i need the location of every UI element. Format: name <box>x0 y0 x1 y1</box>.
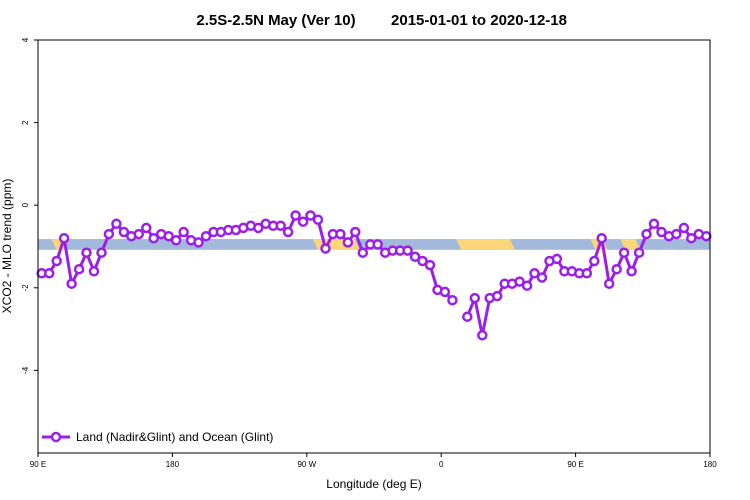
data-point <box>170 235 182 246</box>
x-tick-label: 180 <box>703 460 717 469</box>
band-land-segment-2 <box>456 239 515 250</box>
series-point-layer <box>36 210 712 341</box>
data-point <box>439 286 451 298</box>
y-tick-label: 0 <box>21 202 30 207</box>
data-point <box>529 268 540 279</box>
data-point <box>96 247 107 258</box>
x-tick-label: 90 E <box>30 460 46 469</box>
x-axis-ticks: 90 E 180 90 W 0 90 E 180 <box>30 453 717 469</box>
y-tick-label: -4 <box>21 366 30 374</box>
data-point <box>469 292 481 304</box>
data-point <box>51 255 62 267</box>
data-point <box>253 222 264 234</box>
x-tick-label: 180 <box>166 460 180 469</box>
data-point <box>618 247 630 258</box>
data-point <box>320 243 331 254</box>
data-point <box>603 278 615 289</box>
data-point <box>312 214 324 225</box>
y-axis-label: XCO2 - MLO trend (ppm) <box>0 179 14 314</box>
data-point <box>611 263 622 275</box>
data-point <box>282 226 294 238</box>
data-point <box>686 232 697 244</box>
y-axis-ticks: 4 2 0 -2 -4 <box>21 37 38 374</box>
data-point <box>275 220 286 232</box>
x-axis-label: Longitude (deg E) <box>326 477 421 491</box>
data-point <box>43 268 55 279</box>
chart-title-right: 2015-01-01 to 2020-12-18 <box>391 12 567 29</box>
data-point <box>641 228 652 240</box>
data-point <box>447 294 458 306</box>
data-point <box>648 218 660 230</box>
data-point <box>88 266 100 277</box>
data-point <box>514 276 525 287</box>
data-point <box>335 228 346 240</box>
band-land-segment-4 <box>620 239 641 250</box>
data-point <box>424 259 436 271</box>
y-tick-label: -2 <box>21 284 30 292</box>
data-point <box>103 228 115 240</box>
data-point <box>536 272 548 283</box>
data-point <box>297 216 309 227</box>
data-point <box>589 255 600 267</box>
plot-frame <box>37 39 711 454</box>
data-point <box>491 290 503 302</box>
chart-title-left: 2.5S-2.5N May (Ver 10) <box>196 12 355 29</box>
data-point <box>305 210 316 221</box>
y-tick-label: 4 <box>21 37 30 42</box>
data-point <box>350 226 361 238</box>
data-point <box>596 232 607 244</box>
data-point <box>58 232 70 244</box>
data-point <box>678 222 690 234</box>
data-point <box>148 232 159 244</box>
legend-label: Land (Nadir&Glint) and Ocean (Glint) <box>76 430 273 444</box>
data-point <box>357 247 369 258</box>
data-point <box>477 330 488 341</box>
data-point <box>551 253 563 265</box>
data-point <box>163 230 174 242</box>
x-tick-label: 90 W <box>297 460 316 469</box>
data-point <box>290 210 301 221</box>
data-point <box>133 228 145 240</box>
data-point <box>178 226 189 238</box>
data-point <box>633 247 645 258</box>
data-point <box>521 280 533 291</box>
data-point <box>402 245 413 256</box>
data-point <box>73 263 85 275</box>
legend-marker-swatch <box>50 431 62 443</box>
x-tick-label: 0 <box>439 460 444 469</box>
data-point <box>701 230 712 242</box>
data-point <box>372 239 383 250</box>
data-point <box>118 226 130 238</box>
data-point <box>656 226 667 238</box>
data-point <box>81 247 92 258</box>
data-point <box>200 230 212 242</box>
x-tick-label: 90 E <box>567 460 583 469</box>
y-tick-label: 2 <box>21 120 30 125</box>
data-point <box>342 237 354 248</box>
data-point <box>626 266 637 277</box>
data-point <box>141 222 152 234</box>
data-point <box>671 228 682 240</box>
data-point <box>111 218 122 230</box>
legend: Land (Nadir&Glint) and Ocean (Glint) <box>42 430 273 444</box>
data-point <box>581 268 593 279</box>
data-point <box>417 255 428 267</box>
data-point <box>66 278 77 289</box>
data-point <box>193 237 204 248</box>
data-point <box>409 251 421 263</box>
data-point <box>462 311 473 322</box>
